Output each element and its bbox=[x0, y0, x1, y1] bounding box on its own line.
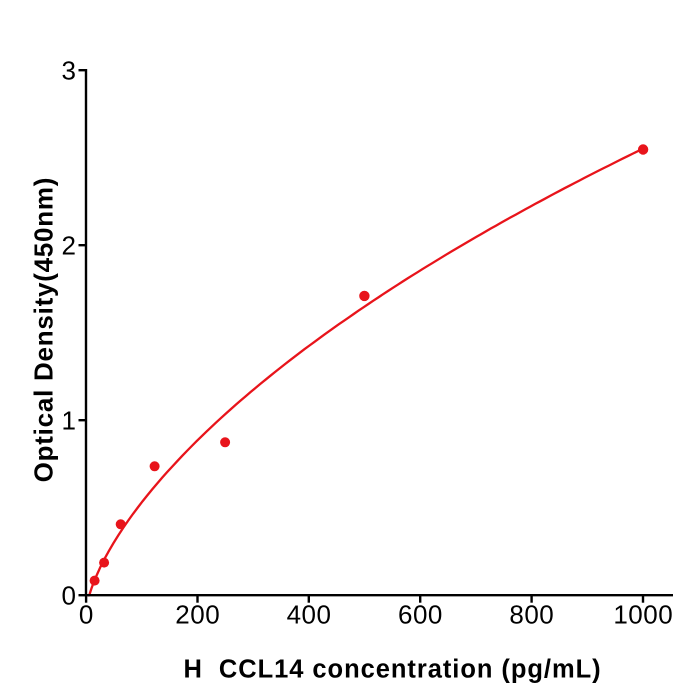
svg-text:3: 3 bbox=[62, 56, 76, 86]
svg-text:1000: 1000 bbox=[613, 599, 673, 629]
svg-text:200: 200 bbox=[175, 599, 220, 629]
svg-text:0: 0 bbox=[62, 581, 76, 611]
svg-text:1: 1 bbox=[62, 406, 76, 436]
svg-text:800: 800 bbox=[509, 599, 554, 629]
svg-text:H CCL14 concentration (pg/mL): H CCL14 concentration (pg/mL) bbox=[183, 655, 601, 683]
svg-text:600: 600 bbox=[398, 599, 443, 629]
svg-text:400: 400 bbox=[287, 599, 332, 629]
svg-text:0: 0 bbox=[79, 599, 94, 629]
svg-text:2: 2 bbox=[62, 231, 76, 261]
svg-text:Optical Density(450nm): Optical Density(450nm) bbox=[28, 177, 58, 482]
